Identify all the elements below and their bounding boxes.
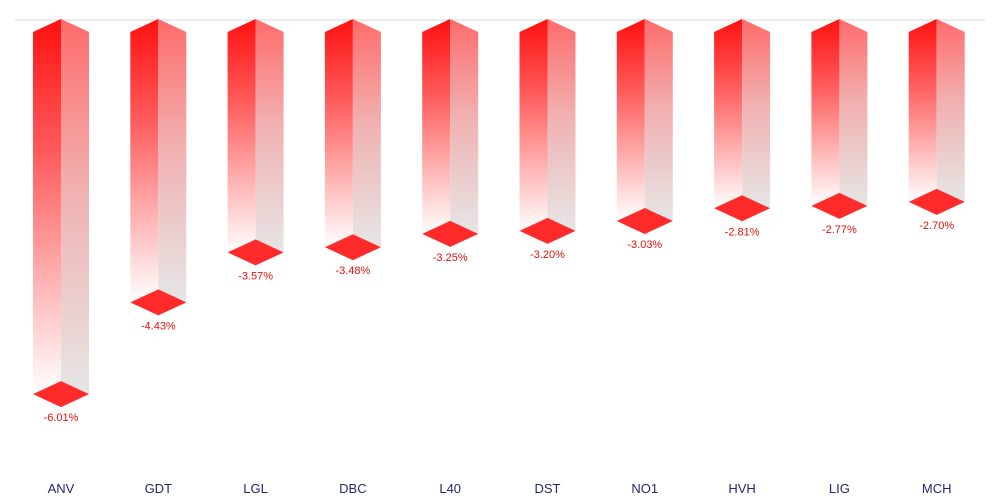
tick-label: L40 [439,481,461,496]
bar-front-face [519,19,548,231]
data-label: -3.57% [238,270,273,282]
tick-label: DST [535,481,561,496]
bar-front-face [33,19,61,395]
data-label-group: -6.01% -4.43% -3.57% -3.48% -3.25% -3.20% -3.0… [44,220,955,424]
tick-label: LIG [829,481,850,496]
bar-front-face [714,19,743,209]
bar-lig [811,19,868,219]
bar-cap [908,188,965,215]
bar-cap [130,289,187,316]
bar-hvh [714,19,771,222]
bar-side-face [255,19,284,253]
data-label: -3.48% [335,265,370,277]
tick-label: HVH [728,481,755,496]
bar-side-face [352,19,381,248]
bar-front-face [811,19,840,206]
bar-side-face [450,19,479,234]
bar-cap [714,195,771,222]
tick-label: NO1 [631,481,658,496]
data-label: -4.43% [141,320,176,332]
bar-group [33,19,965,408]
bar-cap [422,220,479,247]
bar-mch [908,19,965,215]
bar-side-face [158,19,187,303]
data-label: -2.81% [725,226,760,238]
bar-side-face [742,19,771,209]
tick-label: LGL [243,481,268,496]
bar-front-face [324,19,353,248]
bar-front-face [130,19,159,303]
data-label: -6.01% [44,412,79,424]
bar-side-face [644,19,673,222]
tick-label: ANV [48,481,75,496]
tick-label: DBC [339,481,366,496]
bar-front-face [908,19,937,202]
bar-l40 [422,19,479,247]
bar-dst [519,19,576,244]
bar-cap [227,239,284,266]
data-label: -2.70% [919,220,954,232]
data-label: -3.25% [433,252,468,264]
bar-front-face [422,19,451,234]
data-label: -2.77% [822,224,857,236]
bar-dbc [324,19,381,261]
bar-side-face [547,19,576,231]
tick-label-group: ANV GDT LGL DBC L40 DST NO1 HVH LIG MCH [48,481,952,496]
bar-no1 [616,19,673,235]
bar-front-face [616,19,645,222]
bar-front-face [227,19,256,253]
data-label: -3.20% [530,249,565,261]
bar-cap [811,192,868,219]
bar-side-face [839,19,868,206]
bar-cap [33,381,89,408]
data-label: -3.03% [627,239,662,251]
bar-cap [324,234,381,261]
bar-side-face [936,19,965,202]
bar-lgl [227,19,284,266]
bar-anv [33,19,89,408]
tick-label: MCH [922,481,952,496]
bar-cap [616,208,673,235]
bar-cap [519,217,576,244]
bar-gdt [130,19,187,316]
tick-label: GDT [145,481,173,496]
bar-side-face [61,19,89,395]
